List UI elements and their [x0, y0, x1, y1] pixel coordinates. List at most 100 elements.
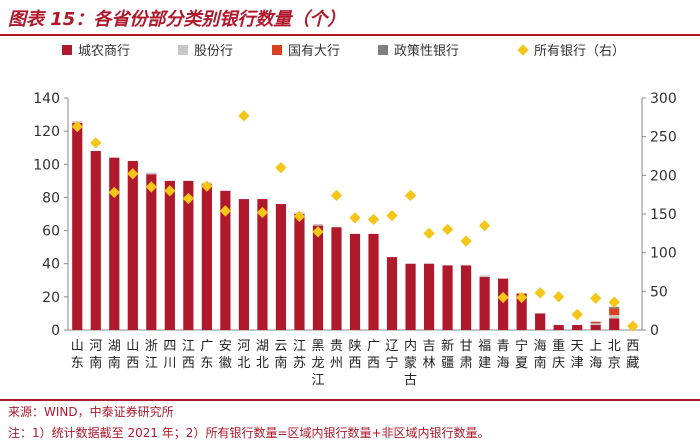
- bar-city-rural: [220, 190, 231, 330]
- x-category-label: 新疆: [441, 338, 454, 371]
- bar-joint-stock: [146, 172, 157, 175]
- bar-city-rural: [479, 276, 490, 330]
- x-category-label: 江西: [182, 339, 195, 371]
- all-banks-point: [256, 206, 269, 219]
- y-left-tick-label: 100: [33, 157, 60, 173]
- y-right-tick-label: 200: [650, 168, 677, 184]
- x-category-label: 河北: [237, 339, 250, 371]
- all-banks-point: [330, 189, 343, 202]
- x-category-label: 上海: [589, 339, 602, 371]
- bar-city-rural: [368, 233, 379, 330]
- x-category-label: 内蒙古: [404, 338, 417, 388]
- bar-city-rural: [498, 278, 509, 330]
- bar-city-rural: [257, 199, 268, 330]
- bar-joint-stock: [312, 223, 324, 226]
- y-left-tick-label: 40: [42, 257, 60, 273]
- x-category-label: 西藏: [626, 339, 639, 371]
- legend-swatch: [62, 45, 72, 55]
- x-category-label: 辽宁: [386, 339, 399, 371]
- bar-city-rural: [331, 227, 342, 330]
- all-banks-point: [553, 291, 565, 303]
- bar-joint-stock: [590, 323, 601, 326]
- all-banks-point: [127, 168, 139, 180]
- bar-city-rural: [405, 263, 416, 330]
- bar-city-rural: [183, 180, 194, 330]
- all-banks-point: [145, 181, 157, 193]
- bar-joint-stock: [609, 315, 620, 319]
- bar-city-rural: [127, 160, 138, 330]
- x-category-label: 宁夏: [515, 338, 528, 371]
- all-banks-point: [293, 210, 306, 222]
- footer-divider: [0, 399, 700, 401]
- y-left-tick-label: 60: [42, 224, 60, 240]
- all-banks-point: [590, 292, 602, 304]
- all-banks-point: [571, 308, 583, 321]
- bar-city-rural: [442, 265, 453, 330]
- y-right-tick-label: 0: [650, 323, 659, 339]
- chart-title: 图表 15：各省份部分类别银行数量（个）: [8, 9, 346, 30]
- legend-marker: [517, 44, 529, 56]
- all-banks-point: [478, 219, 491, 232]
- all-banks-point: [534, 287, 546, 299]
- bar-state-owned: [590, 321, 601, 324]
- y-left-tick-label: 120: [33, 124, 60, 140]
- y-left-tick-label: 0: [51, 323, 60, 339]
- all-banks-point: [238, 110, 250, 122]
- legend-label: 城农商行: [78, 44, 130, 59]
- bar-city-rural: [312, 225, 324, 330]
- x-category-label: 甘肃: [460, 339, 473, 371]
- x-category-label: 天津: [571, 339, 584, 371]
- x-category-label: 湖北: [256, 339, 269, 371]
- bar-city-rural: [164, 180, 175, 330]
- bar-city-rural: [386, 257, 398, 330]
- y-left-tick-label: 20: [42, 290, 60, 306]
- x-category-label: 浙江: [145, 339, 158, 371]
- y-right-tick-label: 250: [650, 130, 677, 146]
- bar-city-rural: [201, 184, 212, 330]
- legend-swatch: [272, 45, 282, 55]
- x-category-label: 贵州: [330, 339, 343, 371]
- x-category-label: 安徽: [219, 339, 232, 371]
- legend-label: 国有大行: [288, 44, 340, 59]
- y-right-tick-label: 300: [650, 91, 677, 107]
- y-right-tick-label: 100: [650, 246, 677, 262]
- legend-swatch: [378, 45, 388, 55]
- all-banks-point: [608, 296, 620, 308]
- x-category-label: 山西: [126, 339, 139, 371]
- bar-city-rural: [423, 263, 435, 330]
- x-category-label: 江苏: [293, 339, 306, 371]
- all-banks-point: [275, 161, 287, 174]
- legend-label: 股份行: [194, 44, 233, 59]
- x-category-label: 四川: [163, 339, 176, 371]
- all-banks-point: [182, 192, 195, 205]
- bar-city-rural: [109, 157, 120, 330]
- all-banks-point: [460, 235, 472, 247]
- all-banks-point: [441, 223, 454, 236]
- bar-joint-stock: [479, 275, 490, 277]
- y-left-tick-label: 80: [42, 190, 60, 206]
- x-category-label: 重庆: [552, 338, 565, 371]
- y-right-tick-label: 150: [650, 207, 677, 223]
- bar-city-rural: [609, 318, 620, 330]
- all-banks-point: [219, 205, 232, 217]
- x-category-label: 黑龙江: [311, 339, 324, 388]
- all-banks-point: [164, 185, 176, 197]
- x-category-label: 湖南: [108, 339, 121, 371]
- x-category-label: 山东: [71, 339, 84, 371]
- all-banks-point: [367, 213, 380, 226]
- footnote: 注：1）统计数据截至 2021 年；2）所有银行数量=区域内银行数量+非区域内银…: [8, 426, 490, 440]
- x-category-label: 河南: [89, 339, 102, 371]
- all-banks-point: [423, 227, 435, 239]
- x-category-label: 海南: [534, 339, 547, 371]
- bar-city-rural: [516, 293, 527, 330]
- x-category-label: 云南: [274, 339, 287, 371]
- x-category-label: 青海: [497, 339, 510, 371]
- all-banks-point: [201, 180, 213, 192]
- all-banks-point: [627, 320, 639, 332]
- bar-city-rural: [461, 265, 472, 330]
- bar-state-owned: [609, 308, 620, 316]
- legend-swatch: [178, 45, 188, 55]
- x-category-label: 北京: [608, 339, 621, 371]
- chart-header: 图表 15：各省份部分类别银行数量（个）: [0, 0, 700, 36]
- source-note: 来源：WIND，中泰证券研究所: [8, 405, 174, 419]
